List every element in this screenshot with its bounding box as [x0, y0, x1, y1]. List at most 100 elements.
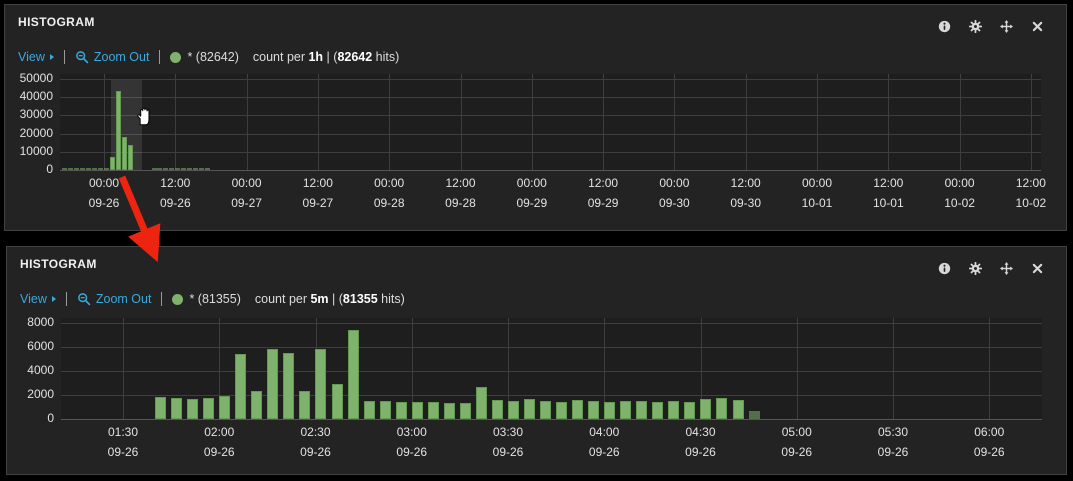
x-tick-label: 00:00 09-29	[516, 176, 548, 210]
histogram-bar	[524, 399, 535, 419]
histogram-bar	[203, 398, 215, 419]
magnifier-icon	[77, 293, 91, 306]
series-color-dot	[170, 51, 182, 63]
chevron-right-icon	[51, 296, 56, 302]
x-tick-label: 04:00 09-26	[588, 425, 620, 459]
interval-info: count per 5m | (81355 hits)	[254, 292, 405, 306]
chart-plot-area[interactable]	[61, 318, 1042, 420]
histogram-bar	[716, 398, 728, 419]
histogram-bar	[411, 401, 423, 419]
x-tick-label: 06:00 09-26	[973, 425, 1005, 459]
histogram-bar	[572, 400, 584, 419]
y-tick-label: 0	[46, 162, 53, 176]
x-tick-label: 04:30 09-26	[685, 425, 716, 459]
panel-controls	[938, 262, 1044, 275]
gridline-vertical	[700, 318, 702, 419]
x-tick-label: 05:00 09-26	[781, 425, 813, 459]
histogram-bar	[379, 401, 391, 419]
histogram-bar	[251, 391, 263, 419]
gridline-vertical	[123, 318, 124, 419]
move-icon[interactable]	[1000, 262, 1013, 275]
gridline-vertical	[246, 74, 248, 170]
histogram-bar	[732, 399, 744, 419]
chevron-right-icon	[49, 54, 54, 60]
x-tick-label: 12:00 09-26	[159, 176, 191, 210]
x-tick-label: 00:00 10-01	[801, 176, 833, 210]
gridline-vertical	[888, 74, 890, 170]
x-tick-label: 00:00 09-30	[659, 176, 690, 210]
legend-series[interactable]: * (82642)	[170, 50, 239, 64]
view-menu[interactable]: View	[20, 292, 56, 306]
histogram-bar	[104, 168, 109, 170]
histogram-bar	[540, 401, 552, 419]
x-tick-label: 00:00 10-02	[944, 176, 975, 210]
panel-controls	[938, 20, 1044, 33]
x-axis: 01:30 09-26 02:00 09-26 02:30 09-26 03:00 09-26…	[61, 425, 1042, 465]
histogram-bar	[475, 387, 487, 419]
gridline-vertical	[604, 318, 606, 419]
zoom-out-button[interactable]: Zoom Out	[75, 50, 149, 64]
gridline-vertical	[219, 318, 221, 419]
histogram-bar	[219, 395, 231, 419]
move-icon[interactable]	[1000, 20, 1013, 33]
x-tick-label: 01:30 09-26	[107, 425, 139, 459]
x-tick-label: 12:00 09-30	[730, 176, 762, 210]
x-tick-label: 02:00 09-26	[203, 425, 235, 459]
histogram-bar	[155, 397, 167, 419]
x-tick-label: 12:00 10-02	[1015, 176, 1047, 210]
close-icon[interactable]	[1031, 262, 1044, 275]
histogram-bar	[556, 401, 568, 419]
gear-icon[interactable]	[969, 262, 982, 275]
histogram-bar	[652, 401, 664, 419]
gridline-vertical	[508, 318, 509, 419]
gridline-horizontal	[60, 79, 1041, 80]
x-tick-label: 03:30 09-26	[492, 425, 524, 459]
gridline-horizontal	[61, 395, 1042, 396]
gridline-horizontal	[61, 371, 1042, 372]
histogram-bar	[363, 401, 375, 419]
gridline-vertical	[460, 74, 462, 170]
legend-series[interactable]: * (81355)	[172, 292, 241, 306]
gridline-vertical	[989, 318, 991, 419]
gridline-vertical	[796, 318, 798, 419]
histogram-bar	[109, 157, 115, 170]
histogram-bar	[86, 168, 92, 170]
y-tick-label: 40000	[19, 89, 53, 104]
histogram-bar	[684, 401, 696, 419]
gridline-vertical	[531, 74, 533, 170]
x-tick-label: 12:00 09-28	[445, 176, 476, 210]
histogram-bar	[98, 168, 104, 170]
info-icon[interactable]	[938, 20, 951, 33]
histogram-bar	[181, 168, 187, 170]
gridline-horizontal	[60, 151, 1041, 153]
zoom-out-button[interactable]: Zoom Out	[77, 292, 151, 306]
histogram-bar	[395, 401, 407, 419]
histogram-bar	[459, 403, 471, 419]
gear-icon[interactable]	[969, 20, 982, 33]
view-menu[interactable]: View	[18, 50, 54, 64]
histogram-bar	[620, 401, 632, 419]
gridline-vertical	[893, 318, 894, 419]
histogram-bar	[315, 349, 327, 419]
histogram-bar	[127, 145, 133, 170]
histogram-bar	[62, 168, 68, 170]
x-tick-label: 00:00 09-27	[231, 176, 262, 210]
x-tick-label: 12:00 09-27	[302, 176, 334, 210]
histogram-bar	[92, 168, 98, 170]
chart-plot-area[interactable]	[60, 74, 1041, 171]
magnifier-icon	[75, 51, 89, 64]
gridline-vertical	[745, 74, 747, 170]
x-tick-label: 00:00 09-28	[373, 176, 405, 210]
histogram-bar	[668, 401, 680, 419]
histogram-bar	[187, 398, 199, 419]
toolbar-divider	[161, 292, 163, 306]
histogram-bar	[163, 168, 169, 170]
x-tick-label: 02:30 09-26	[300, 425, 331, 459]
info-icon[interactable]	[938, 262, 951, 275]
close-icon[interactable]	[1031, 20, 1044, 33]
histogram-bar	[443, 402, 455, 419]
gridline-vertical	[411, 318, 413, 419]
histogram-bar	[700, 398, 712, 419]
x-tick-label: 12:00 10-01	[872, 176, 904, 210]
histogram-bar	[204, 168, 210, 170]
